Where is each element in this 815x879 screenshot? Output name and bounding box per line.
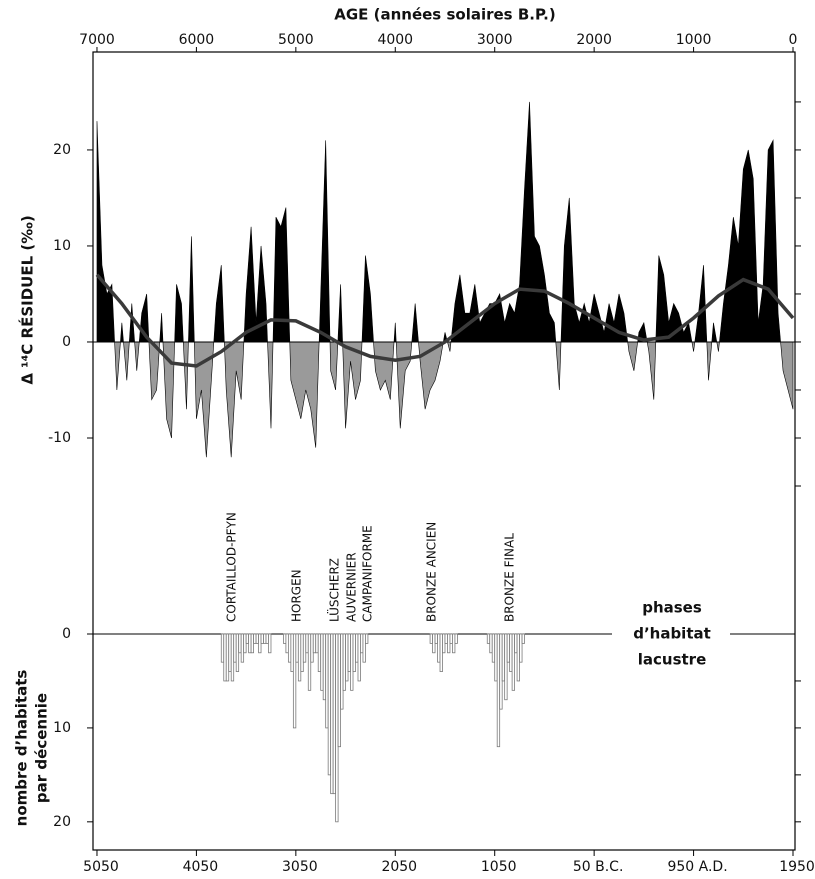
legend-text: phases bbox=[642, 599, 702, 617]
x-tick-label: 0 bbox=[789, 32, 798, 48]
y-axis-title: Δ ¹⁴C RÉSIDUEL (‰) bbox=[18, 215, 37, 384]
habitat-bar bbox=[365, 633, 369, 644]
x-tick-label: 3000 bbox=[477, 32, 513, 48]
phase-label: CAMPANIFORME bbox=[361, 525, 375, 622]
habitat-bar bbox=[519, 633, 523, 663]
phase-label: LÜSCHERZ bbox=[326, 558, 342, 622]
x-tick-label: 1950 bbox=[779, 859, 815, 875]
plot-frame bbox=[92, 51, 796, 851]
phase-label: BRONZE ANCIEN bbox=[425, 522, 439, 622]
x-tick-label: 5050 bbox=[83, 859, 119, 875]
y-tick-label: -10 bbox=[48, 430, 71, 446]
phase-label: CORTAILLOD-PFYN bbox=[225, 512, 239, 622]
y2-axis-title: nombre d’habitats bbox=[13, 670, 31, 827]
x-tick-label: 1000 bbox=[676, 32, 712, 48]
y2-axis-title: par décennie bbox=[33, 693, 51, 803]
x-tick-label: 3050 bbox=[282, 859, 318, 875]
habitat-bar bbox=[292, 633, 297, 729]
y-tick-label: 20 bbox=[53, 814, 71, 830]
x-tick-label: 2000 bbox=[576, 32, 612, 48]
phase-label: AUVERNIER bbox=[345, 552, 359, 622]
habitat-bar bbox=[511, 633, 515, 691]
trend-line bbox=[95, 273, 795, 368]
x-tick-label: 7000 bbox=[79, 32, 115, 48]
legend-text: d’habitat bbox=[633, 625, 711, 643]
legend-text: lacustre bbox=[638, 651, 707, 669]
habitat-bar bbox=[454, 633, 458, 644]
y-tick-label: 10 bbox=[53, 238, 71, 254]
phase-label: HORGEN bbox=[290, 569, 304, 622]
x-tick-label: 6000 bbox=[179, 32, 215, 48]
habitat-bar bbox=[504, 633, 508, 701]
habitat-bar bbox=[521, 633, 525, 644]
top-axis-title: AGE (années solaires B.P.) bbox=[334, 6, 556, 24]
y-tick-label: 0 bbox=[62, 334, 71, 350]
x-tick-label: 2050 bbox=[381, 859, 417, 875]
habitat-bar bbox=[357, 633, 361, 682]
habitat-bar bbox=[268, 633, 272, 654]
y-tick-label: 0 bbox=[62, 626, 71, 642]
phase-label: BRONZE FINAL bbox=[503, 533, 517, 622]
habitat-bar bbox=[362, 633, 366, 663]
x-tick-label: 950 A.D. bbox=[667, 859, 727, 875]
residual-area bbox=[96, 101, 794, 458]
y-tick-label: 10 bbox=[53, 720, 71, 736]
y-tick-label: 20 bbox=[53, 142, 71, 158]
x-tick-label: 50 B.C. bbox=[573, 859, 624, 875]
x-tick-label: 1050 bbox=[481, 859, 517, 875]
x-tick-label: 4000 bbox=[377, 32, 413, 48]
x-tick-label: 5000 bbox=[278, 32, 314, 48]
x-tick-label: 4050 bbox=[183, 859, 219, 875]
